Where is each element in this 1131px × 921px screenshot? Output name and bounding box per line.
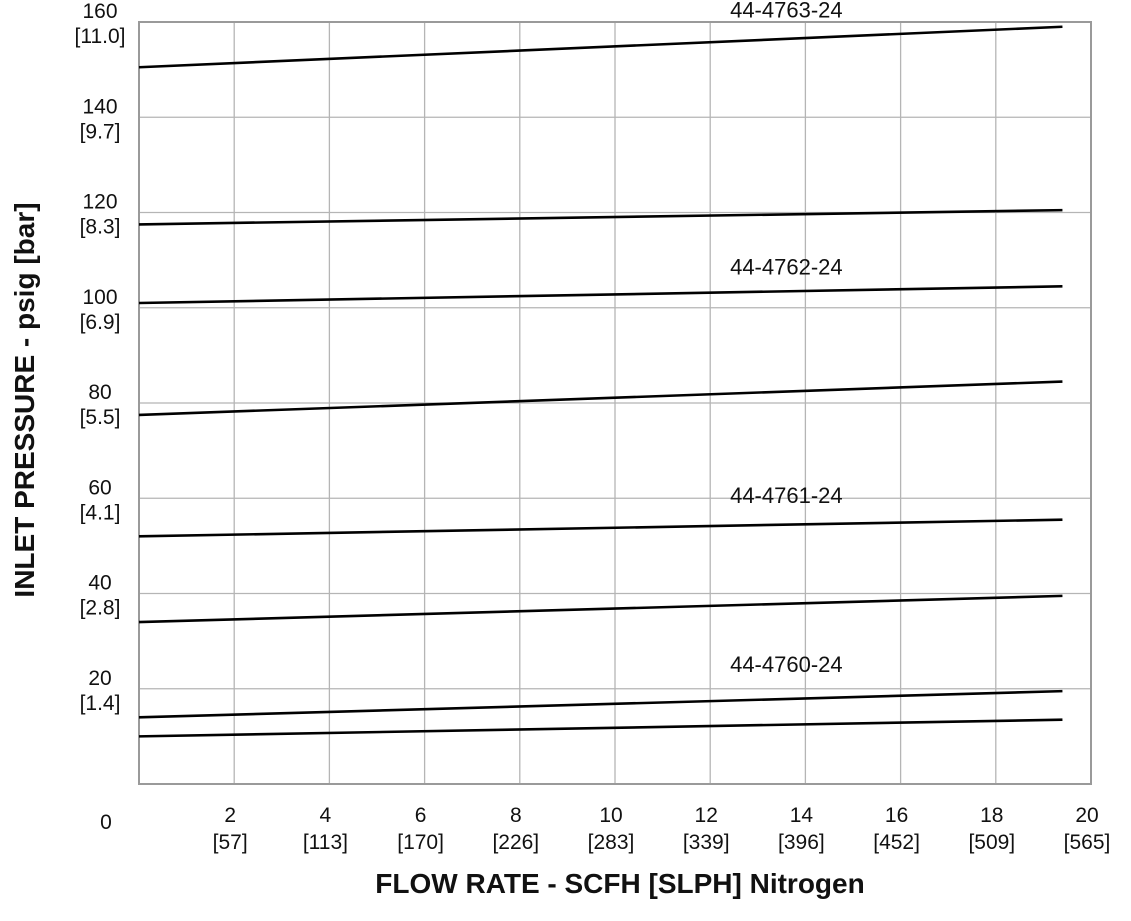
y-tick-label: 80 [88, 381, 111, 404]
x-tick-sublabel: [565] [1064, 831, 1111, 854]
y-axis-ticks: 20[1.4]40[2.8]60[4.1]80[5.5]100[6.9]120[… [75, 0, 126, 715]
x-tick-label: 12 [695, 804, 718, 827]
series-group [138, 25, 1063, 738]
y-tick-sublabel: [9.7] [80, 120, 121, 143]
x-tick-label: 18 [980, 804, 1003, 827]
x-tick-sublabel: [170] [397, 831, 444, 854]
x-tick-sublabel: [339] [683, 831, 730, 854]
y-tick-label: 100 [82, 286, 117, 309]
y-tick-sublabel: [5.5] [80, 406, 121, 429]
series-line [138, 594, 1063, 624]
x-tick-sublabel: [283] [588, 831, 635, 854]
y-tick-sublabel: [2.8] [80, 597, 121, 620]
y-tick-sublabel: [8.3] [80, 216, 121, 239]
x-origin-label: 0 [100, 811, 112, 834]
plot-frame [138, 21, 1092, 785]
y-tick-label: 40 [88, 572, 111, 595]
x-tick-label: 4 [320, 804, 332, 827]
y-tick-sublabel: [11.0] [75, 25, 126, 48]
series-line [138, 380, 1063, 417]
x-tick-sublabel: [396] [778, 831, 825, 854]
x-axis-ticks: 0 2 [57] 4 [113] 6 [170] 8 [226] 10 [283] 12 [339] 14… [100, 804, 1110, 854]
x-tick-sublabel: [226] [492, 831, 539, 854]
x-tick-label: 14 [790, 804, 814, 827]
y-tick-label: 140 [82, 95, 117, 118]
x-tick-label: 2 [224, 804, 236, 827]
series-label: 44-4760-24 [730, 652, 843, 677]
series-line [138, 689, 1063, 719]
x-tick-sublabel: [57] [213, 831, 248, 854]
y-tick-label: 60 [88, 476, 111, 499]
y-tick-sublabel: [6.9] [80, 311, 121, 334]
annotation-group: 44-4763-24 44-4762-24 44-4761-24 44-4760-24 [730, 0, 843, 677]
x-tick-sublabel: [452] [873, 831, 920, 854]
series-line [138, 518, 1063, 538]
series-label: 44-4762-24 [730, 254, 843, 279]
y-axis-title: INLET PRESSURE - psig [bar] [9, 202, 40, 597]
y-tick-sublabel: [1.4] [80, 692, 121, 715]
series-line [138, 285, 1063, 305]
x-axis-title: FLOW RATE - SCFH [SLPH] Nitrogen [375, 868, 864, 899]
y-tick-sublabel: [4.1] [80, 501, 121, 524]
x-tick-label: 10 [599, 804, 622, 827]
x-tick-label: 8 [510, 804, 522, 827]
x-tick-label: 6 [415, 804, 427, 827]
y-tick-label: 20 [88, 667, 111, 690]
x-tick-sublabel: [113] [303, 831, 348, 854]
x-tick-label: 20 [1075, 804, 1098, 827]
x-tick-label: 16 [885, 804, 908, 827]
grid [139, 22, 1091, 784]
x-tick-sublabel: [509] [968, 831, 1015, 854]
y-tick-label: 160 [82, 0, 117, 23]
series-line [138, 25, 1063, 69]
series-label: 44-4761-24 [730, 483, 843, 508]
series-line [138, 718, 1063, 738]
series-line [138, 208, 1063, 226]
series-label: 44-4763-24 [730, 0, 843, 22]
y-tick-label: 120 [82, 191, 117, 214]
